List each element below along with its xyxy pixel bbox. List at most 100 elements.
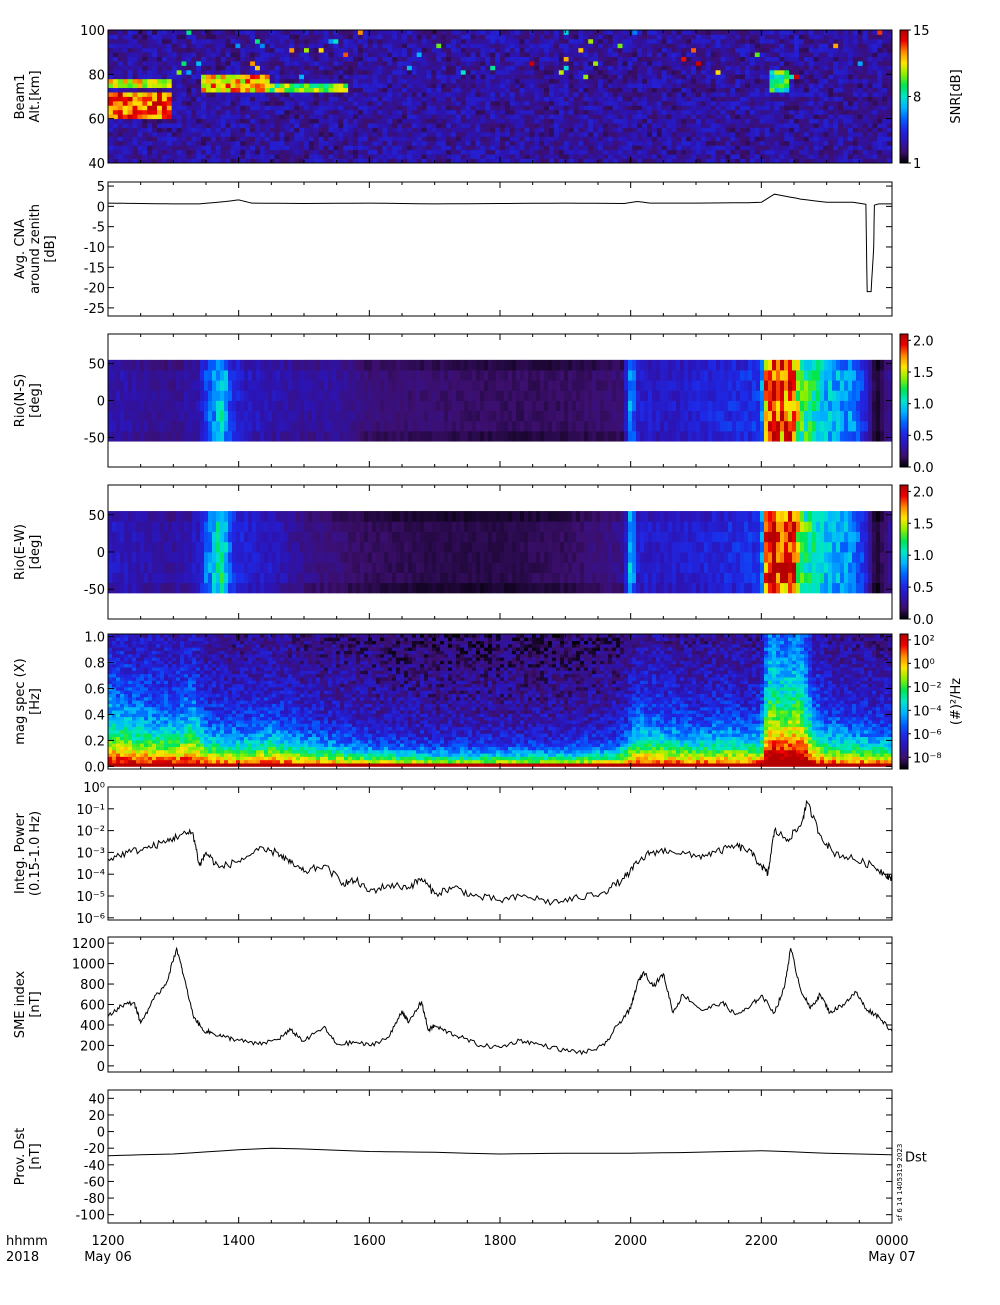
beam1-cell [436, 97, 441, 102]
beam1-cell [809, 123, 814, 128]
beam1-cell [353, 88, 358, 93]
beam1-cell [333, 128, 338, 133]
beam1-cell [505, 57, 510, 62]
beam1-cell [142, 61, 147, 66]
beam1-cell [779, 70, 784, 75]
beam1-cell [686, 30, 691, 35]
beam1-cell [515, 34, 520, 39]
beam1-cell [593, 65, 598, 70]
beam1-cell [819, 145, 824, 150]
beam1-cell [652, 119, 657, 124]
beam1-cell [534, 83, 539, 88]
beam1-cell [113, 92, 118, 97]
beam1-cell [868, 145, 873, 150]
beam1-cell [441, 70, 446, 75]
beam1-cell [868, 65, 873, 70]
beam1-cell [343, 154, 348, 159]
rio_ns-cell [108, 431, 112, 442]
beam1-cell [392, 61, 397, 66]
beam1-cell [289, 57, 294, 62]
beam1-cell [613, 88, 618, 93]
beam1-cell [221, 57, 226, 62]
beam1-cell [113, 128, 118, 133]
beam1-cell [368, 154, 373, 159]
beam1-cell [431, 101, 436, 106]
beam1-cell [608, 74, 613, 79]
beam1-cell [848, 79, 853, 84]
beam1-cell [373, 70, 378, 75]
beam1-cell [662, 132, 667, 137]
beam1-cell [333, 110, 338, 115]
beam1-cell [745, 70, 750, 75]
beam1-cell [485, 52, 490, 57]
beam1-cell [319, 52, 324, 57]
beam1-cell [804, 34, 809, 39]
beam1-cell [789, 65, 794, 70]
beam1-cell [701, 74, 706, 79]
beam1-cell [740, 132, 745, 137]
beam1-cell [583, 128, 588, 133]
beam1-cell [691, 141, 696, 146]
beam1-cell [554, 123, 559, 128]
beam1-cell [515, 74, 520, 79]
beam1-cell [358, 88, 363, 93]
beam1-cell [833, 39, 838, 44]
beam1-cell [525, 114, 530, 119]
beam1-cell [280, 92, 285, 97]
beam1-cell [392, 65, 397, 70]
beam1-cell [402, 65, 407, 70]
beam1-cell [672, 136, 677, 141]
beam1-cell [461, 34, 466, 39]
beam1-cell [466, 101, 471, 106]
beam1-cell [779, 52, 784, 57]
beam1-cell [118, 105, 123, 110]
beam1-cell [397, 48, 402, 53]
beam1-cell [441, 145, 446, 150]
beam1-cell [554, 132, 559, 137]
beam1-cell [755, 48, 760, 53]
beam1-cell [863, 48, 868, 53]
beam1-cell [725, 145, 730, 150]
beam1-cell [324, 123, 329, 128]
beam1-cell [280, 34, 285, 39]
beam1-cell [520, 52, 525, 57]
beam1-cell [500, 97, 505, 102]
beam1-cell [740, 101, 745, 106]
beam1-cell [162, 97, 167, 102]
beam1-cell [265, 52, 270, 57]
beam1-cell [863, 145, 868, 150]
beam1-cell [529, 70, 534, 75]
beam1-cell [711, 34, 716, 39]
beam1-cell [853, 57, 858, 62]
beam1-cell [618, 39, 623, 44]
beam1-cell [186, 48, 191, 53]
beam1-cell [730, 39, 735, 44]
beam1-cell [627, 114, 632, 119]
beam1-cell [407, 97, 412, 102]
beam1-cell [676, 119, 681, 124]
beam1-cell [696, 34, 701, 39]
beam1-cell [632, 119, 637, 124]
beam1-cell [348, 79, 353, 84]
beam1-cell [397, 52, 402, 57]
beam1-cell [559, 57, 564, 62]
beam1-cell [657, 128, 662, 133]
beam1-cell [676, 110, 681, 115]
beam1-cell [583, 105, 588, 110]
beam1-cell [691, 39, 696, 44]
beam1-cell [706, 88, 711, 93]
beam1-cell [343, 83, 348, 88]
beam1-cell [583, 119, 588, 124]
beam1-cell [309, 83, 314, 88]
beam1-cell [814, 65, 819, 70]
beam1-cell [407, 132, 412, 137]
beam1-cell [603, 83, 608, 88]
beam1-cell [338, 48, 343, 53]
beam1-cell [647, 154, 652, 159]
beam1-cell [167, 128, 172, 133]
beam1-cell [348, 123, 353, 128]
beam1-cell [157, 61, 162, 66]
beam1-cell [823, 114, 828, 119]
beam1-cell [147, 61, 152, 66]
beam1-cell [515, 150, 520, 155]
